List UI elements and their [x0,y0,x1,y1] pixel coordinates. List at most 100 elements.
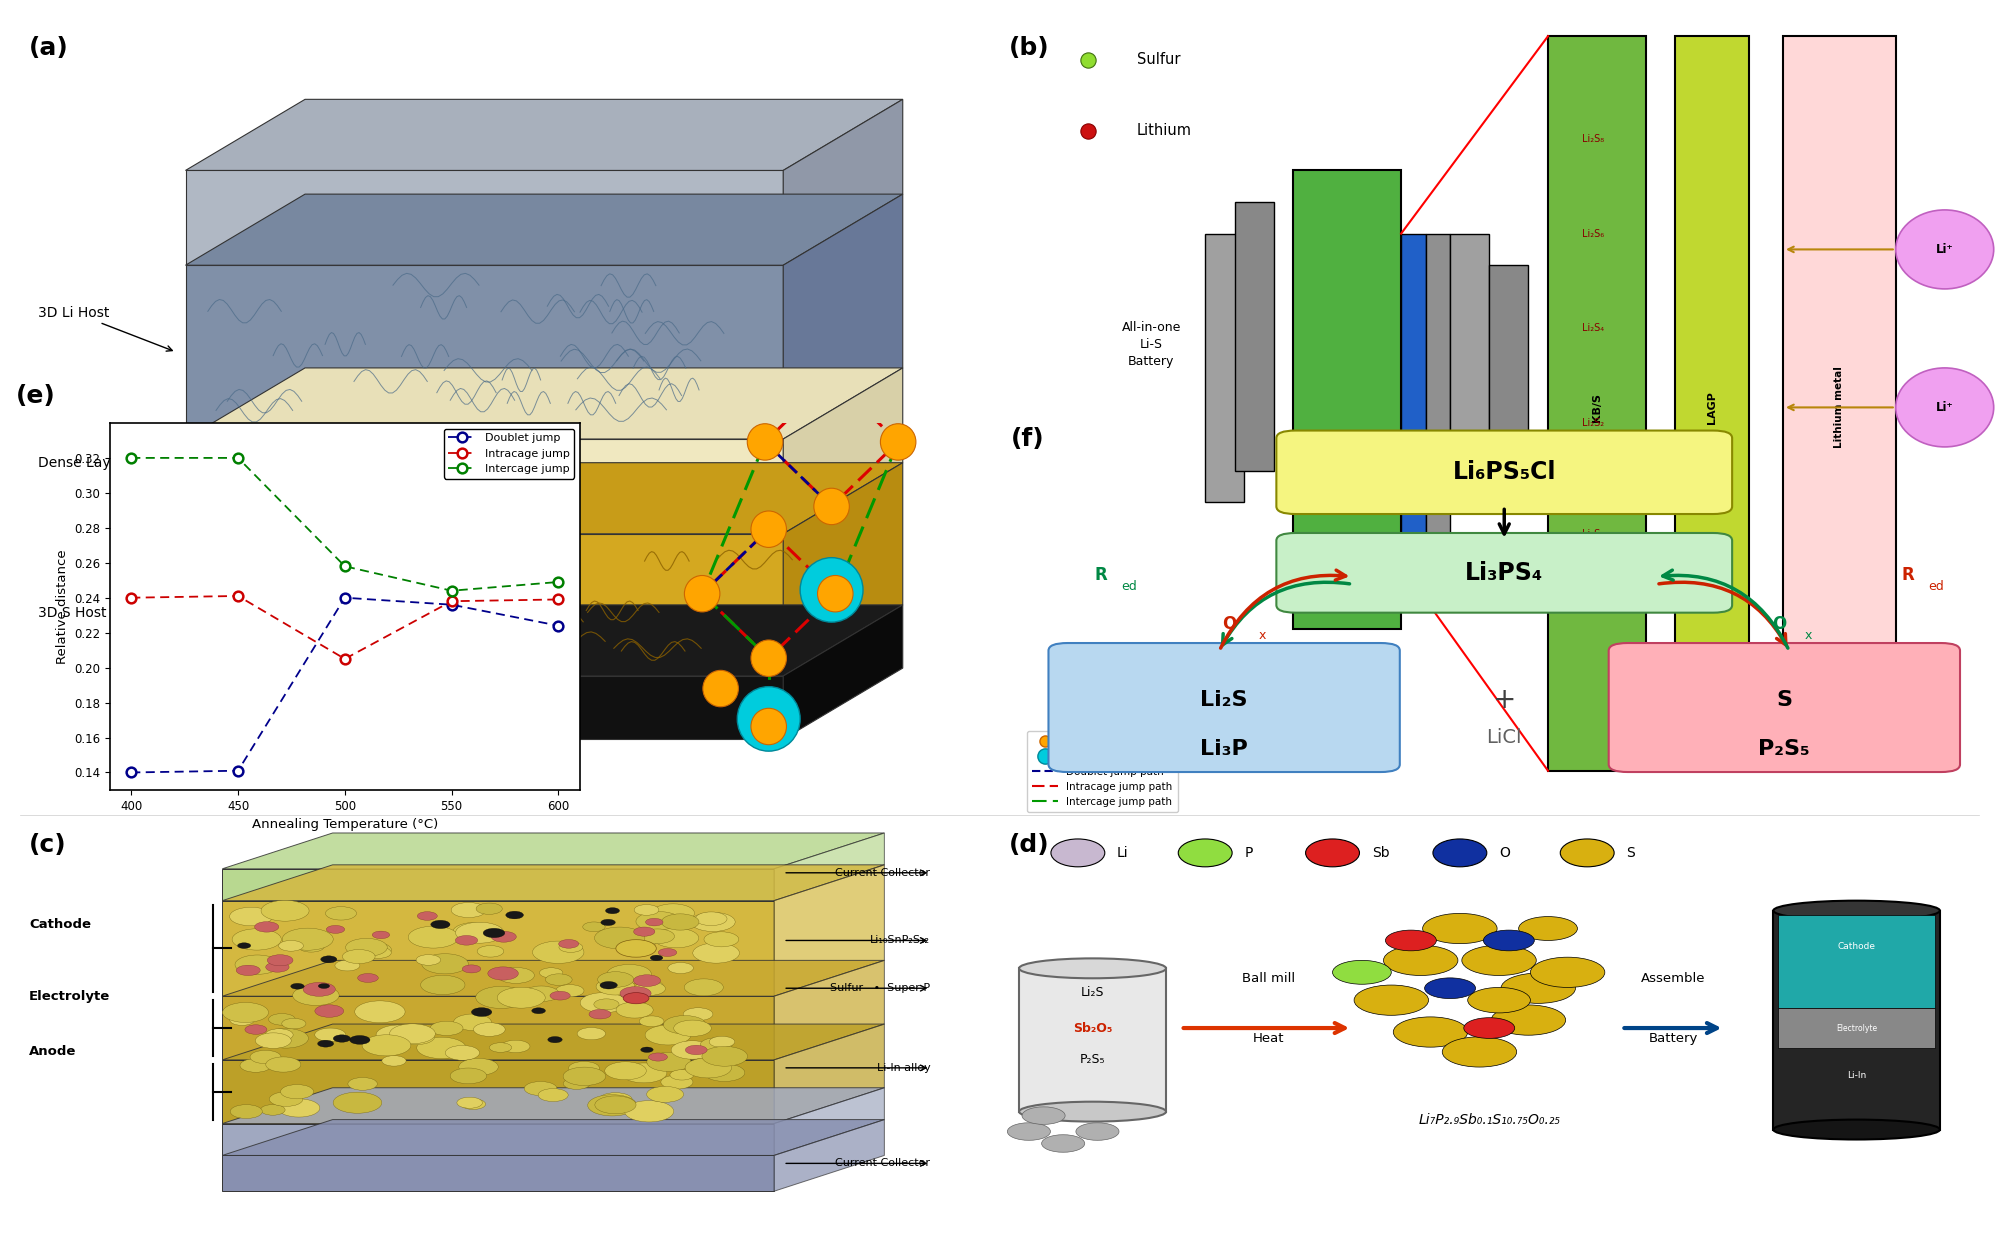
Circle shape [276,906,302,917]
Circle shape [270,1092,304,1106]
Circle shape [567,1061,599,1075]
Circle shape [292,985,340,1005]
Text: +: + [1493,685,1514,714]
Circle shape [358,974,378,983]
Text: Electrolyte: Electrolyte [1834,1024,1876,1033]
Text: Li₂S₄: Li₂S₄ [1582,323,1604,333]
Circle shape [649,955,663,960]
Circle shape [595,1096,635,1113]
Legend: Li position (48​h), Br/S position (4​c), Doublet jump path, Intracage jump path,: Li position (48​h), Br/S position (4​c),… [1027,731,1177,812]
Circle shape [452,902,486,918]
Text: Li: Li [1117,846,1129,860]
Text: Lithium: Lithium [1137,123,1191,138]
Circle shape [799,557,863,622]
FancyBboxPatch shape [1049,643,1399,773]
Circle shape [456,935,478,945]
Circle shape [266,962,290,972]
Circle shape [484,928,505,938]
Intracage jump [334,652,358,667]
Circle shape [376,1025,422,1045]
Circle shape [699,1037,731,1051]
Polygon shape [222,1123,773,1156]
Circle shape [346,938,388,957]
Text: Li₇P₂.₉Sb₀.₁S₁₀.₇₅O₀.₂₅: Li₇P₂.₉Sb₀.₁S₁₀.₇₅O₀.₂₅ [1417,1112,1560,1127]
Circle shape [278,1098,320,1117]
Circle shape [639,1016,663,1026]
Circle shape [747,424,783,460]
Circle shape [290,983,304,989]
Circle shape [615,995,645,1008]
Circle shape [703,932,739,947]
Circle shape [737,687,799,751]
Circle shape [879,424,915,460]
Polygon shape [773,833,883,901]
Circle shape [633,904,659,916]
Circle shape [282,1019,306,1029]
Circle shape [1041,1135,1085,1152]
Circle shape [318,984,330,989]
Circle shape [621,1062,667,1082]
Text: Li₂S: Li₂S [1081,985,1103,999]
Polygon shape [783,463,903,675]
Circle shape [450,1069,486,1084]
FancyBboxPatch shape [1205,234,1243,503]
Polygon shape [222,868,773,901]
Circle shape [236,965,260,975]
Text: All-in-one
Li-S
Battery: All-in-one Li-S Battery [1121,321,1181,368]
Text: Sb₂O₅: Sb₂O₅ [1073,1021,1111,1035]
Circle shape [454,1014,492,1030]
Circle shape [751,639,785,677]
Ellipse shape [1433,838,1487,867]
Ellipse shape [1019,1102,1165,1122]
Circle shape [336,960,360,970]
Intracage jump [440,593,464,608]
Circle shape [669,1070,693,1080]
Text: O: O [1772,615,1786,633]
Text: (a): (a) [30,36,68,60]
Polygon shape [186,534,783,675]
Circle shape [1491,1005,1564,1035]
Text: Li₆PS₅Cl: Li₆PS₅Cl [1453,460,1554,484]
Circle shape [314,1028,346,1041]
Polygon shape [783,100,903,265]
Circle shape [545,974,571,985]
Intercage jump [440,583,464,598]
Circle shape [230,1015,254,1025]
Circle shape [663,1015,705,1034]
Text: ed: ed [1928,580,1944,592]
Text: Anode: Anode [30,1045,76,1059]
Text: LAGP: LAGP [1706,391,1716,424]
Text: Li⁺: Li⁺ [1934,401,1952,414]
Circle shape [671,1041,713,1059]
Text: 3D Li Host: 3D Li Host [38,306,172,351]
Circle shape [430,1021,464,1035]
Circle shape [605,1062,645,1080]
Circle shape [492,932,515,942]
Text: (b): (b) [1009,36,1049,60]
Circle shape [416,1037,466,1059]
Circle shape [418,912,438,921]
Intracage jump [545,592,569,607]
Circle shape [256,1033,292,1049]
Text: Sb: Sb [1371,846,1389,860]
Text: O: O [1221,615,1235,633]
Polygon shape [186,439,783,534]
Legend: Doublet jump, Intracage jump, Intercage jump: Doublet jump, Intracage jump, Intercage … [444,428,573,479]
Circle shape [645,918,663,926]
Line: Intracage jump: Intracage jump [126,591,563,664]
Intercage jump [120,450,144,465]
Polygon shape [783,605,903,739]
Circle shape [587,1095,637,1116]
Circle shape [382,1056,406,1066]
FancyBboxPatch shape [1293,170,1401,628]
Polygon shape [773,960,883,1060]
Circle shape [264,1029,308,1049]
Circle shape [637,980,663,991]
Text: Li-In alloy: Li-In alloy [877,1062,929,1072]
Circle shape [458,1097,482,1108]
Circle shape [557,939,579,948]
Intracage jump [120,590,144,605]
Circle shape [623,993,649,1004]
Ellipse shape [1019,958,1165,978]
Text: Cathode: Cathode [30,918,92,931]
